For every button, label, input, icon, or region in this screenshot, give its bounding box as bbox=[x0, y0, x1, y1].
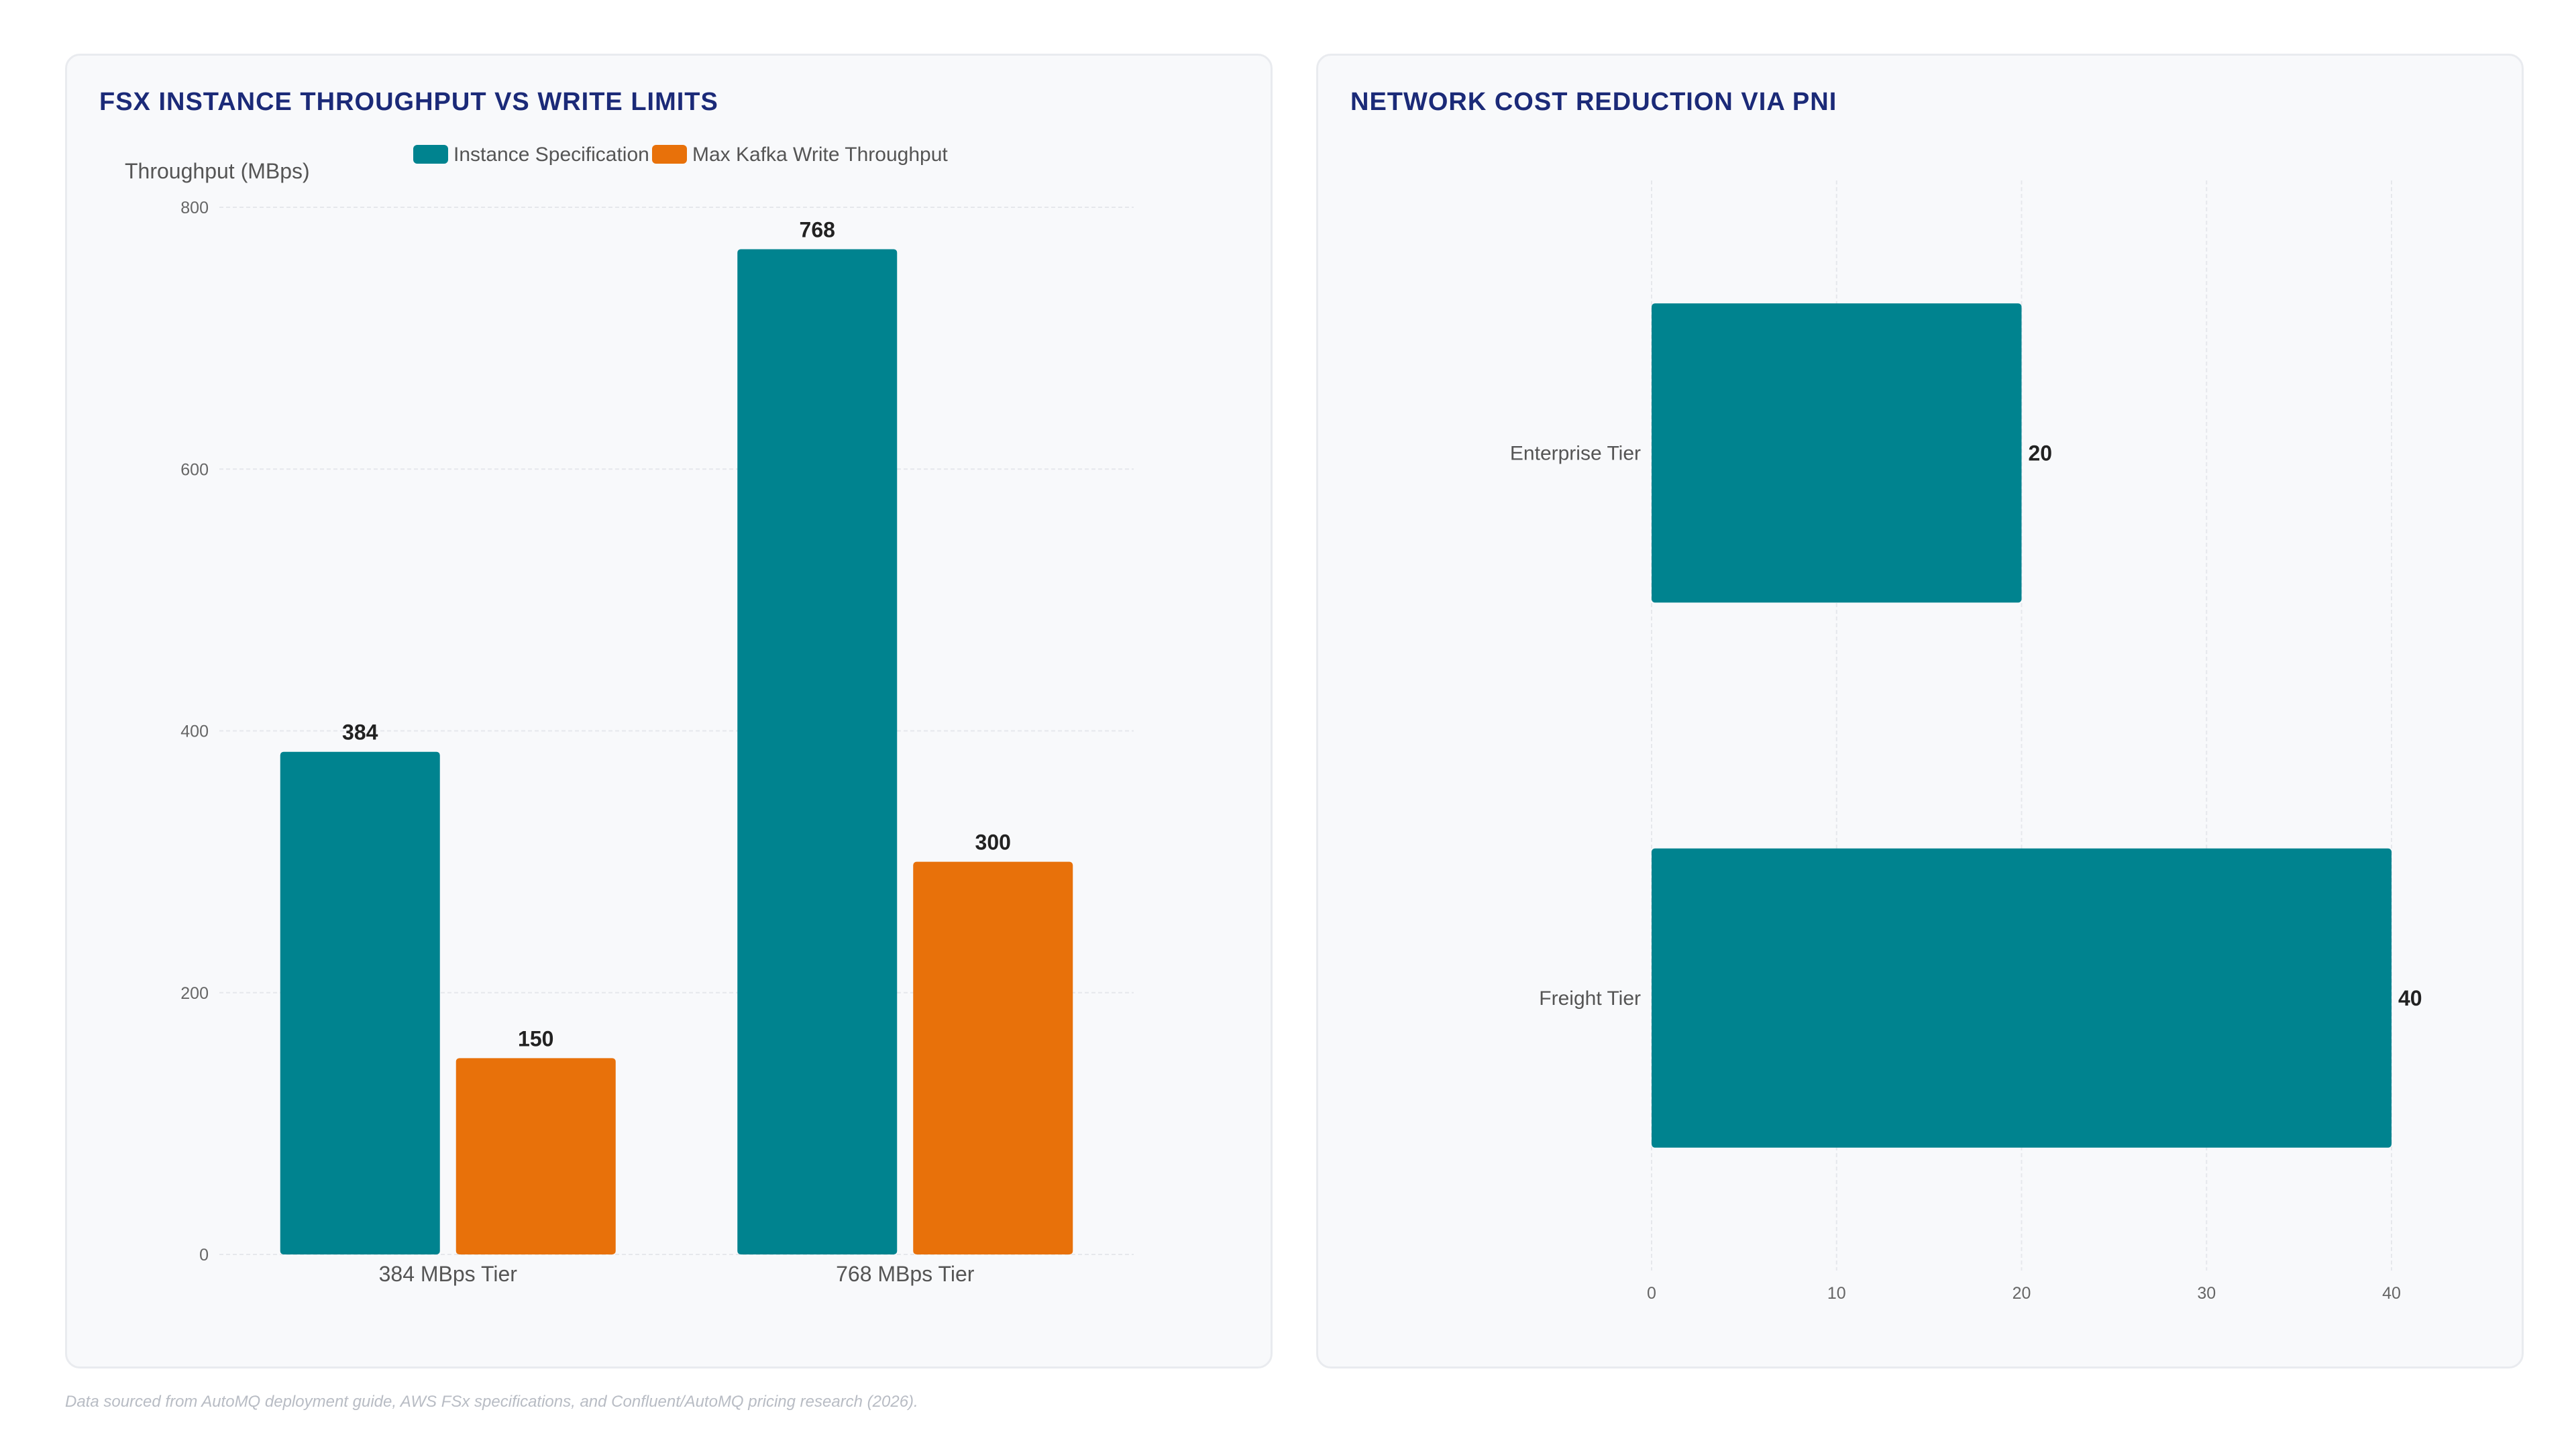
bar bbox=[1652, 848, 2392, 1148]
y-tick-label: 600 bbox=[180, 460, 209, 479]
throughput-chart-card: FSX INSTANCE THROUGHPUT VS WRITE LIMITS … bbox=[65, 54, 1273, 1368]
legend-swatch bbox=[413, 145, 448, 164]
y-tick-label: 400 bbox=[180, 722, 209, 741]
legend-swatch bbox=[652, 145, 687, 164]
data-label: 300 bbox=[975, 830, 1011, 855]
y-tick-label: 200 bbox=[180, 984, 209, 1003]
network-cost-bar-chart: 0 10 20 30 40 Enterprise Tier 20 Freight Tier 40 bbox=[1510, 180, 2422, 1303]
bar bbox=[455, 1058, 616, 1254]
bar bbox=[280, 751, 440, 1254]
data-label: 150 bbox=[518, 1026, 553, 1051]
y-tick-label: 0 bbox=[199, 1246, 209, 1265]
x-tick-label: 30 bbox=[2197, 1284, 2216, 1303]
bar bbox=[737, 249, 898, 1255]
network-cost-chart-card: NETWORK COST REDUCTION VIA PNI 0 10 20 30 40… bbox=[1316, 54, 2524, 1368]
legend-label: Instance Specification bbox=[453, 144, 649, 166]
y-tick-label: Enterprise Tier bbox=[1510, 442, 1641, 464]
x-tick-label: 384 MBps Tier bbox=[379, 1262, 518, 1286]
x-tick-label: 10 bbox=[1827, 1284, 1846, 1303]
data-label: 384 bbox=[342, 720, 378, 745]
chart-title: NETWORK COST REDUCTION VIA PNI bbox=[1350, 88, 1837, 116]
bar bbox=[1652, 303, 2022, 603]
footnote: Data sourced from AutoMQ deployment guid… bbox=[65, 1393, 918, 1411]
legend-label: Max Kafka Write Throughput bbox=[692, 144, 948, 166]
data-label: 40 bbox=[2398, 986, 2422, 1010]
x-tick-label: 768 MBps Tier bbox=[836, 1262, 975, 1286]
y-tick-label: 800 bbox=[180, 199, 209, 217]
throughput-bar-chart: 0 200 400 600 800 Throughput (MBps) Instance S… bbox=[125, 144, 1134, 1286]
x-tick-label: 0 bbox=[1647, 1284, 1656, 1303]
data-label: 768 bbox=[800, 217, 835, 241]
y-axis-title: Throughput (MBps) bbox=[125, 159, 310, 183]
data-label: 20 bbox=[2029, 441, 2053, 465]
chart-title: FSX INSTANCE THROUGHPUT VS WRITE LIMITS bbox=[99, 88, 718, 116]
y-tick-label: Freight Tier bbox=[1539, 987, 1641, 1010]
bar bbox=[913, 861, 1073, 1254]
x-tick-label: 40 bbox=[2382, 1284, 2401, 1303]
x-tick-label: 20 bbox=[2012, 1284, 2031, 1303]
